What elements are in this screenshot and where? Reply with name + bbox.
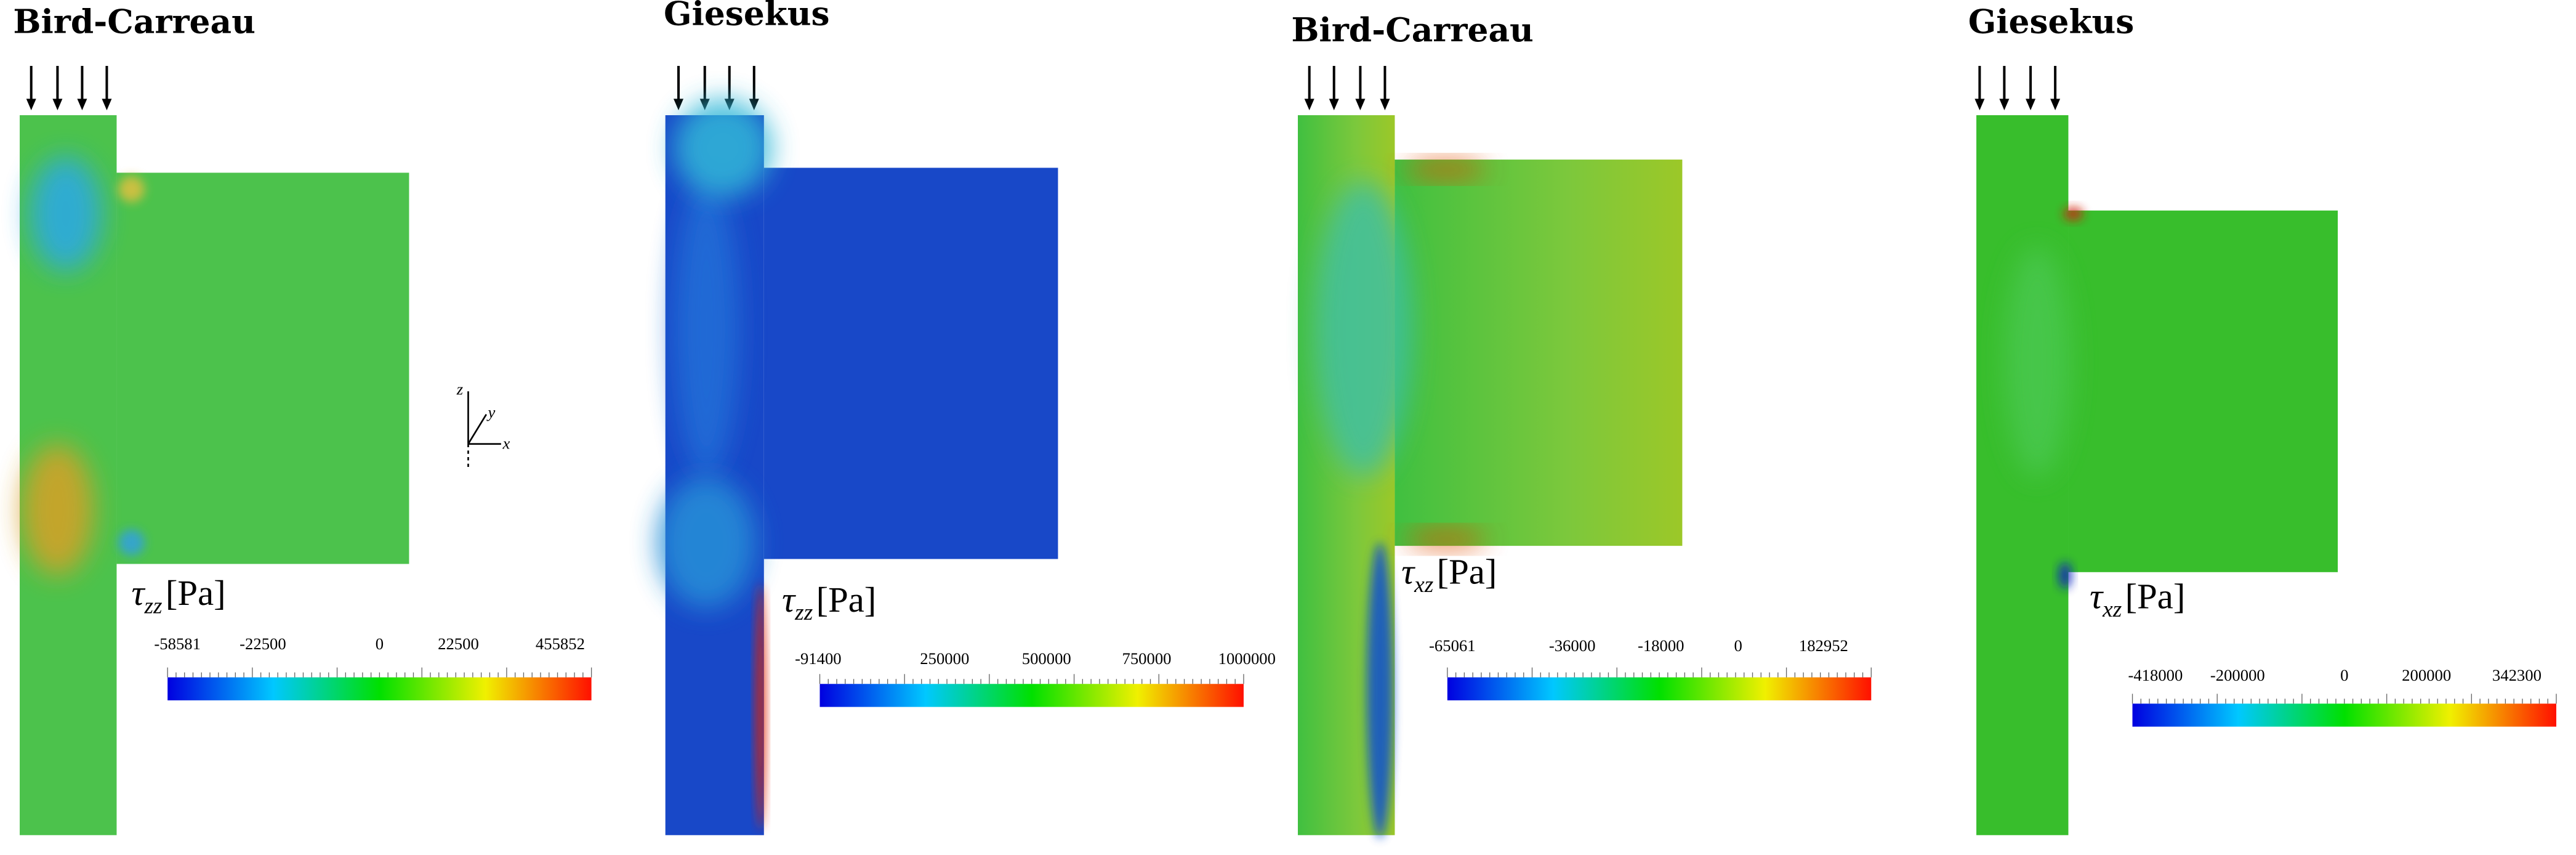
subscript: zz (143, 594, 163, 619)
field-region (1404, 531, 1487, 548)
arrow-head (1355, 99, 1366, 111)
chamber (116, 172, 409, 564)
arrow-head (1380, 99, 1390, 111)
colorbar-tick-label: 750000 (1122, 649, 1172, 668)
inlet-channel (1976, 115, 2069, 835)
symbol: τ (131, 573, 145, 613)
stress-field (20, 115, 409, 835)
colorbar-tick-label: -18000 (1638, 636, 1684, 655)
colorbar-tick-label: -58581 (154, 634, 201, 653)
symbol: τ (2090, 577, 2104, 617)
unit: [Pa] (1437, 551, 1497, 591)
colorbar-tick-label: 342300 (2492, 666, 2542, 684)
stress-field (1976, 115, 2338, 835)
field-region (1367, 542, 1393, 839)
colorbar (1447, 677, 1872, 700)
field-region (657, 477, 756, 609)
field-region (30, 156, 102, 272)
field-region (674, 180, 739, 477)
arrow-head (749, 99, 759, 111)
colorbar-tick-label: -65061 (1429, 636, 1476, 655)
stress-label: τxz [Pa] (1401, 551, 1497, 597)
subscript: zz (794, 600, 813, 625)
arrow-head (1304, 99, 1314, 111)
panel: Giesekus τzz [Pa] -91400 250000 500000 750000 1… (657, 0, 1276, 835)
colorbar-tick-label: 22500 (438, 634, 479, 653)
colorbar (819, 684, 1244, 707)
arrow-head (26, 99, 36, 111)
panel-title: Bird-Carreau (13, 2, 256, 41)
field-region (2004, 246, 2071, 477)
panel-title: Giesekus (1968, 2, 2135, 41)
arrow-head (674, 99, 684, 111)
z-label: z (456, 380, 464, 399)
subscript: xz (2102, 597, 2122, 622)
field-region (1314, 180, 1413, 477)
colorbar-tick-label: 0 (1734, 636, 1742, 655)
colorbar (2132, 703, 2556, 727)
colorbar-tick-label: -22500 (239, 634, 286, 653)
arrow-head (2050, 99, 2061, 111)
panel: Bird-Carreau τxz [Pa] -65061 -36000 -18000 0 18… (1291, 10, 1872, 839)
y-axis (467, 413, 487, 445)
stress-field (657, 99, 1058, 835)
panel: Bird-Carreau τzz [Pa] -58581 -22500 0 22500 455… (13, 2, 592, 835)
x-label: x (502, 434, 510, 453)
arrow-head (52, 99, 63, 111)
symbol: τ (782, 580, 796, 620)
colorbar-tick-label: 200000 (2402, 666, 2451, 684)
field-region (21, 444, 94, 576)
arrow-head (2026, 99, 2036, 111)
colorbar-tick-label: 500000 (1022, 649, 1071, 668)
field-region (118, 176, 145, 203)
arrow-head (1974, 99, 1985, 111)
colorbar-tick-label: -91400 (795, 649, 842, 668)
colorbar-tick-label: 0 (2340, 666, 2348, 684)
colorbar-tick-label: 455852 (536, 634, 585, 653)
arrow-head (1999, 99, 2010, 111)
panel-title: Bird-Carreau (1291, 10, 1534, 49)
field-region (674, 99, 773, 198)
colorbar-tick-label: -200000 (2210, 666, 2265, 684)
colorbar-tick-label: 0 (376, 634, 384, 653)
symbol: τ (1401, 551, 1415, 591)
field-region (2058, 562, 2072, 589)
arrow-head (1329, 99, 1339, 111)
panel: Giesekus τxz [Pa] -418000 -200000 0 200000 3423… (1968, 2, 2557, 835)
colorbar-tick-label: 250000 (920, 649, 969, 668)
field-region (755, 583, 766, 830)
arrow-head (102, 99, 112, 111)
stress-label: τzz [Pa] (131, 573, 225, 618)
colorbar (167, 677, 592, 700)
chamber (763, 168, 1058, 559)
panel-title: Giesekus (664, 0, 830, 33)
field-region (118, 529, 145, 556)
arrow-head (77, 99, 87, 111)
axis-triad: z yx (456, 380, 510, 469)
y-label: y (486, 403, 496, 421)
unit: [Pa] (2125, 577, 2186, 617)
field-region (1404, 161, 1487, 178)
field-region (2063, 207, 2083, 221)
colorbar-tick-label: -418000 (2128, 666, 2183, 684)
chamber (2068, 210, 2338, 572)
colorbar-tick-label: 1000000 (1218, 649, 1276, 668)
unit: [Pa] (166, 573, 226, 613)
chamber (1395, 160, 1683, 546)
stress-label: τzz [Pa] (782, 580, 876, 625)
stress-field (1298, 115, 1683, 839)
unit: [Pa] (816, 580, 877, 620)
stress-label: τxz [Pa] (2090, 577, 2185, 622)
colorbar-tick-label: -36000 (1549, 636, 1596, 655)
colorbar-tick-label: 182952 (1799, 636, 1848, 655)
subscript: xz (1414, 572, 1434, 598)
